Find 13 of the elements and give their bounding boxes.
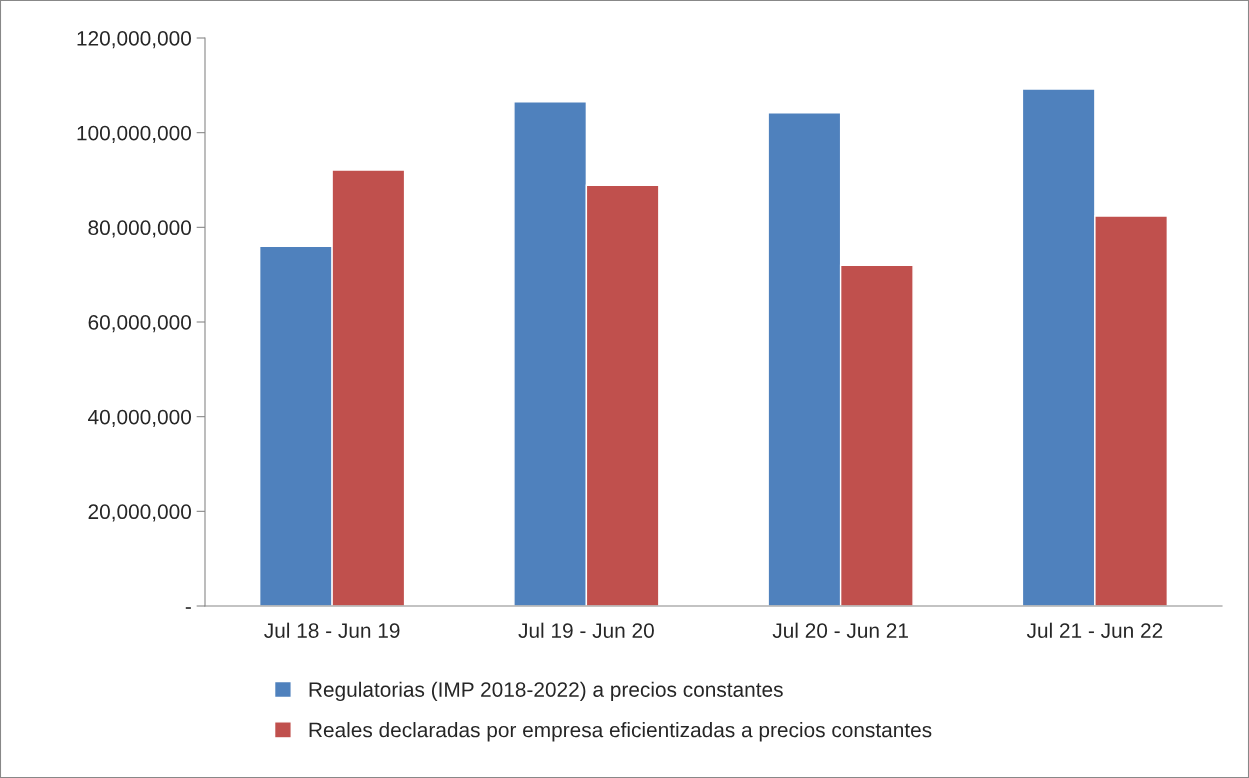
- y-tick-label: 100,000,000: [77, 125, 191, 143]
- x-tick-label: Jul 18 - Jun 19: [264, 622, 400, 638]
- x-tick-label: Jul 21 - Jun 22: [1026, 622, 1163, 638]
- x-tick-label: Jul 20 - Jun 21: [772, 622, 908, 638]
- y-tick-label: 20,000,000: [88, 504, 191, 522]
- x-tick-label: Jul 19 - Jun 20: [518, 622, 654, 638]
- legend-label: Regulatorias (IMP 2018-2022) a precios constantes: [309, 681, 783, 702]
- legend-label: Reales declaradas por empresa eficientizadas a precios constantes: [309, 722, 932, 742]
- y-tick-label: -: [185, 607, 191, 609]
- y-tick-label: 60,000,000: [88, 315, 191, 333]
- y-tick-label: 40,000,000: [88, 409, 191, 427]
- y-tick-label: 80,000,000: [88, 220, 191, 238]
- y-tick-label: 120,000,000: [77, 31, 191, 49]
